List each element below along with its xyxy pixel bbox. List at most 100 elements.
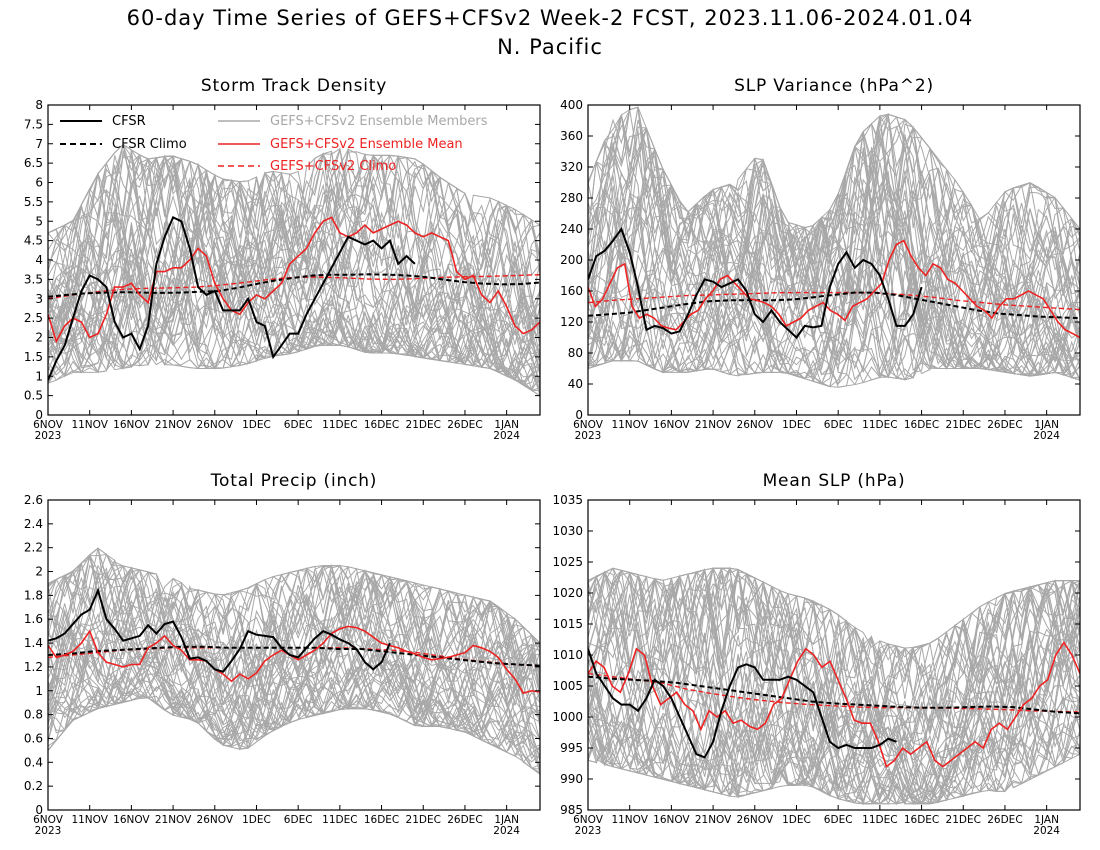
panel-title: SLP Variance (hPa^2) (734, 76, 934, 96)
x-tick-label: 1JAN (1034, 814, 1059, 826)
x-tick-label: 6NOV (573, 814, 604, 826)
y-tick-label: 1 (35, 369, 43, 383)
series-gefs-cfsv2-ensemble-mean (48, 216, 540, 344)
ensemble-member-line (588, 586, 1080, 798)
legend-label-members: GEFS+CFSv2 Ensemble Members (270, 114, 488, 129)
ensemble-member-line (588, 192, 1080, 385)
y-tick-label: 1025 (552, 555, 583, 569)
ensemble-member-line (588, 115, 1080, 385)
ensemble-member-line (48, 165, 540, 366)
ensemble-member-line (588, 567, 1080, 794)
y-tick-label: 0 (35, 408, 43, 422)
y-tick-label: 360 (560, 129, 583, 143)
x-year-end: 2024 (493, 430, 520, 442)
y-tick-label: 0.6 (24, 731, 43, 745)
x-tick-label: 6DEC (824, 814, 853, 826)
x-tick-label: 21DEC (946, 419, 981, 431)
x-tick-label: 16DEC (904, 419, 939, 431)
y-tick-label: 0.5 (24, 389, 43, 403)
ensemble-member-line (588, 567, 1080, 757)
x-tick-label: 11NOV (611, 419, 648, 431)
series-cfsr (588, 226, 923, 339)
panel-title: Mean SLP (hPa) (763, 471, 906, 491)
x-tick-label: 26NOV (737, 814, 774, 826)
x-tick-label: 1DEC (782, 419, 811, 431)
x-tick-label: 1DEC (242, 419, 271, 431)
ensemble-member-line (588, 107, 1080, 381)
y-tick-label: 7 (35, 137, 43, 151)
series-gefs-cfsv2-climo (48, 274, 540, 300)
y-tick-label: 280 (560, 191, 583, 205)
legend-label-ens-mean: GEFS+CFSv2 Ensemble Mean (270, 137, 463, 152)
ensemble-member-line (48, 553, 540, 749)
series-gefs-cfsv2-ensemble-mean (588, 239, 1080, 339)
ensemble-members (588, 106, 1080, 388)
ensemble-member-line (588, 566, 1080, 805)
series-gefs-cfsv2-ensemble-mean (48, 625, 540, 695)
y-tick-label: 995 (560, 741, 583, 755)
series-cfsr-climo (48, 645, 540, 667)
chart-panel-1: 0 0.5 1 1.5 2 2.5 3 3.5 4 4.5 5 5.5 6 6.5 7 7.5 8 6NOV 11N… (24, 76, 541, 442)
x-tick-label: 11DEC (322, 814, 357, 826)
plot-area (588, 106, 1080, 388)
x-tick-label: 16NOV (653, 419, 690, 431)
legend-label-cfsr: CFSR (112, 114, 146, 129)
x-tick-label: 16DEC (364, 419, 399, 431)
y-tick-label: 1.4 (24, 636, 43, 650)
x-tick-label: 26DEC (447, 814, 482, 826)
ensemble-member-line (588, 197, 1080, 376)
x-tick-label: 11DEC (322, 419, 357, 431)
ensemble-members (48, 142, 540, 397)
x-tick-label: 21NOV (155, 419, 192, 431)
x-tick-label: 1DEC (242, 814, 271, 826)
x-year-end: 2024 (1033, 825, 1060, 837)
x-tick-label: 1JAN (1034, 419, 1059, 431)
x-tick-label: 21DEC (946, 814, 981, 826)
ensemble-member-line (48, 569, 540, 747)
x-tick-label: 26DEC (447, 419, 482, 431)
ensemble-member-line (588, 568, 1080, 806)
y-tick-label: 6 (35, 176, 43, 190)
y-tick-label: 5.5 (24, 195, 43, 209)
x-tick-label: 6NOV (33, 419, 64, 431)
x-tick-label: 11NOV (611, 814, 648, 826)
y-tick-label: 2.6 (24, 493, 43, 507)
ensemble-member-line (48, 155, 540, 366)
x-tick-label: 16DEC (364, 814, 399, 826)
plot-area (588, 566, 1080, 806)
ensemble-member-line (48, 197, 540, 369)
x-tick-label: 26NOV (197, 814, 234, 826)
ensemble-member-line (48, 603, 540, 740)
ensemble-member-line (48, 155, 540, 390)
series-cfsr-climo (48, 273, 540, 298)
y-tick-label: 1030 (552, 524, 583, 538)
x-tick-label: 6DEC (284, 814, 313, 826)
x-tick-label: 1JAN (494, 814, 519, 826)
ensemble-member-line (588, 162, 1080, 377)
ensemble-member-line (588, 658, 1080, 805)
chart-panel-4: 985 990 995 1000 1005 1010 1015 1020 1025 1030 103… (552, 471, 1081, 837)
ensemble-member-line (48, 153, 540, 362)
x-tick-label: 6NOV (573, 419, 604, 431)
y-tick-label: 0 (575, 408, 583, 422)
series-cfsr (48, 216, 416, 381)
ensemble-member-line (48, 194, 540, 359)
series-gefs-cfsv2-climo (588, 672, 1080, 713)
ensemble-member-line (588, 123, 1080, 372)
ensemble-member-line (588, 569, 1080, 801)
x-tick-label: 11NOV (71, 814, 108, 826)
plot-area (48, 142, 540, 397)
y-tick-label: 0.2 (24, 779, 43, 793)
ensemble-member-line (48, 547, 540, 775)
y-tick-label: 8 (35, 98, 43, 112)
y-tick-label: 1.6 (24, 612, 43, 626)
y-tick-label: 990 (560, 772, 583, 786)
y-tick-label: 0.8 (24, 708, 43, 722)
x-tick-label: 26DEC (987, 814, 1022, 826)
ensemble-member-line (588, 107, 1080, 379)
ensemble-member-line (588, 571, 1080, 805)
y-tick-label: 7.5 (24, 117, 43, 131)
x-tick-label: 11DEC (862, 814, 897, 826)
y-tick-label: 5 (35, 214, 43, 228)
